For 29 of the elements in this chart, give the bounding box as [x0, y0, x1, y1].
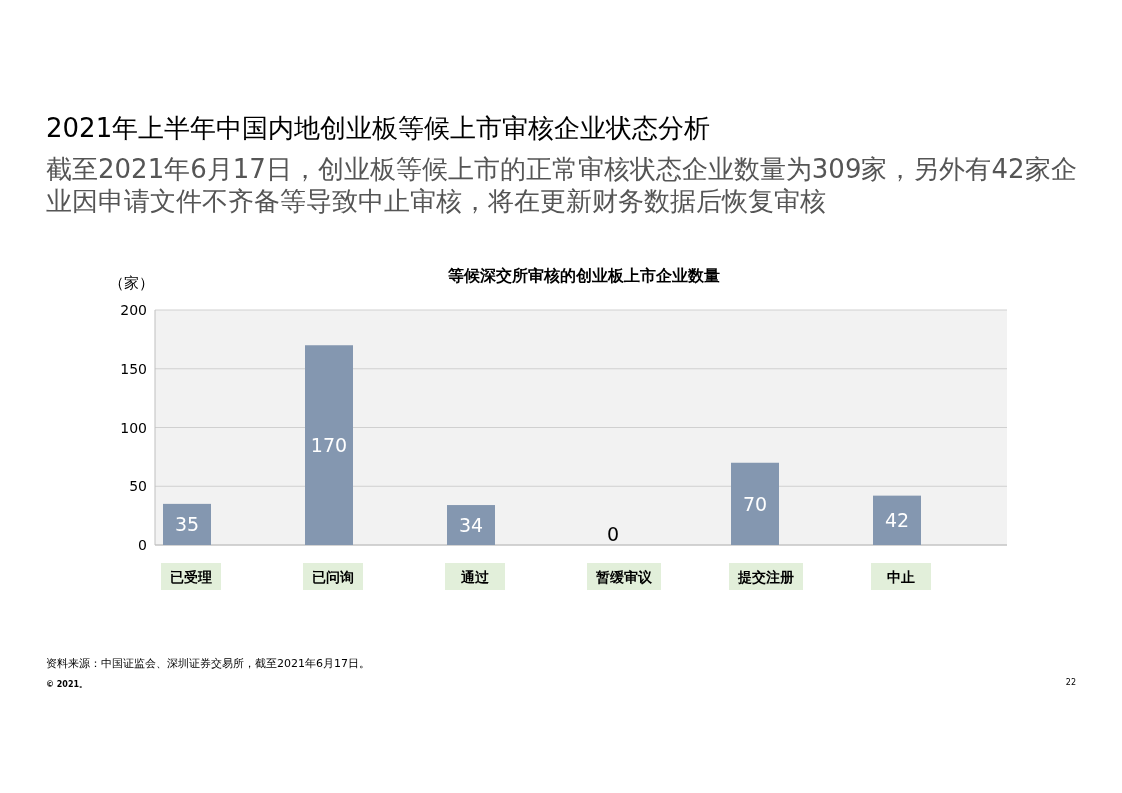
text: 资料来源：中国证监会、深圳证券交易所，截至2021年6月17日。 [46, 657, 370, 670]
bar [163, 503, 211, 545]
text: © 2021。 [46, 680, 88, 689]
text: 22 [1065, 678, 1076, 687]
chart-subtitle: 截至2021年6月17日，创业板等候上市的正常审核状态企业数量为309家，另外有42家企业因申请文件不齐备等导致中止审核，将在更新财务数据后恢复审核 [46, 154, 1077, 216]
data-label: 35 [174, 513, 200, 536]
bar [447, 505, 495, 545]
data-label: 70 [742, 492, 768, 515]
data-label: 42 [884, 509, 910, 532]
y-tick-label: 150 [120, 360, 147, 377]
x-tick-label: 提交注册 [737, 569, 794, 585]
y-tick-label: 200 [120, 302, 147, 318]
x-tick-label: 中止 [887, 569, 915, 585]
x-tick-label: 已受理 [170, 569, 212, 585]
bar [305, 345, 353, 545]
x-tick-label: 已问询 [312, 569, 354, 585]
y-tick-label: 100 [120, 419, 147, 436]
bar [731, 462, 779, 545]
data-label: 34 [458, 514, 484, 537]
data-label: 0 [606, 523, 620, 545]
data-label: 170 [310, 434, 348, 457]
chart-title: 2021年上半年中国内地创业板等候上市审核企业状态分析 [46, 113, 711, 143]
bar [873, 495, 921, 545]
text: 等候深交所审核的创业板上市企业数量 [447, 266, 720, 285]
y-tick-label: 0 [138, 537, 147, 553]
y-axis-title: （家） [108, 274, 154, 292]
x-tick-label: 暂缓审议 [595, 569, 653, 585]
y-tick-label: 50 [129, 478, 147, 495]
x-tick-label: 通过 [460, 569, 490, 585]
